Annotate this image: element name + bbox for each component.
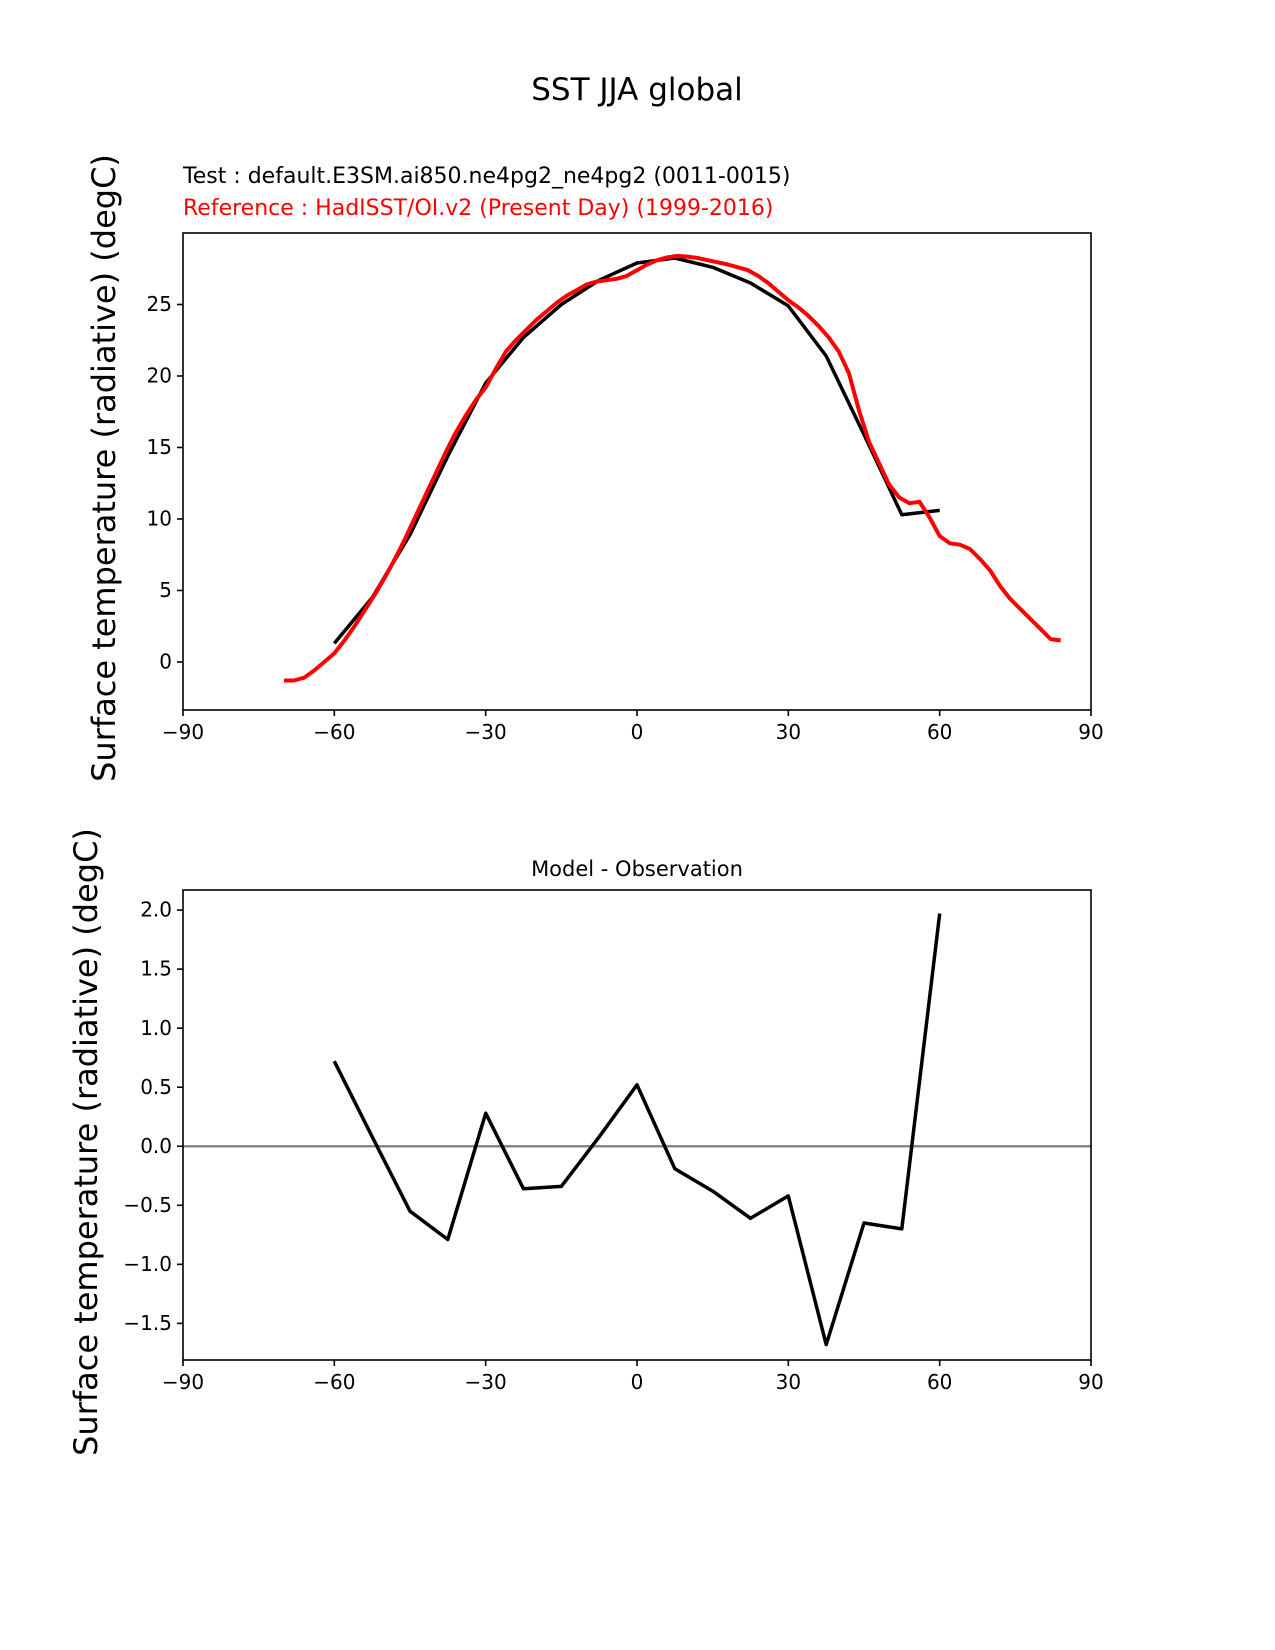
x-tick-label: 0 [631, 1370, 644, 1394]
y-tick-label: 1.5 [140, 957, 172, 981]
y-tick-label: 0.0 [140, 1134, 172, 1158]
y-tick-label: 10 [147, 507, 172, 531]
chart1-test-label: Test : default.E3SM.ai850.ne4pg2_ne4pg2 … [183, 164, 791, 189]
y-tick-label: −0.5 [123, 1193, 172, 1217]
x-tick-label: 30 [776, 720, 801, 744]
axes-box [182, 232, 1092, 711]
chart1-reference-label: Reference : HadISST/OI.v2 (Present Day) … [183, 196, 774, 221]
y-tick-label: 0.5 [140, 1075, 172, 1099]
x-tick-label: 90 [1078, 720, 1103, 744]
chart2-title: Model - Observation [531, 857, 743, 881]
chart1-title: SST JJA global [531, 72, 743, 108]
y-tick-label: −1.5 [123, 1311, 172, 1335]
y-tick-label: 20 [147, 364, 172, 388]
x-tick-label: −30 [465, 720, 507, 744]
x-tick-label: 30 [776, 1370, 801, 1394]
y-tick-label: 0 [159, 650, 172, 674]
series-line-test-model [332, 256, 940, 645]
x-tick-label: 60 [927, 720, 952, 744]
y-tick-label: 2.0 [140, 898, 172, 922]
y-tick-label: 25 [147, 292, 172, 316]
x-tick-label: −90 [162, 1370, 204, 1394]
x-tick-label: −30 [465, 1370, 507, 1394]
x-tick-label: 90 [1078, 1370, 1103, 1394]
x-tick-label: −90 [162, 720, 204, 744]
y-tick-label: −1.0 [123, 1252, 172, 1276]
x-tick-label: −60 [313, 1370, 355, 1394]
x-tick-label: −60 [313, 720, 355, 744]
series-line-reference-hadisst [283, 253, 1061, 683]
x-tick-label: 0 [631, 720, 644, 744]
axes-box [182, 889, 1092, 1361]
y-tick-label: 5 [159, 578, 172, 602]
x-tick-label: 60 [927, 1370, 952, 1394]
series-line-model-minus-observation [332, 913, 942, 1347]
y-tick-label: 1.0 [140, 1016, 172, 1040]
y-tick-label: 15 [147, 435, 172, 459]
